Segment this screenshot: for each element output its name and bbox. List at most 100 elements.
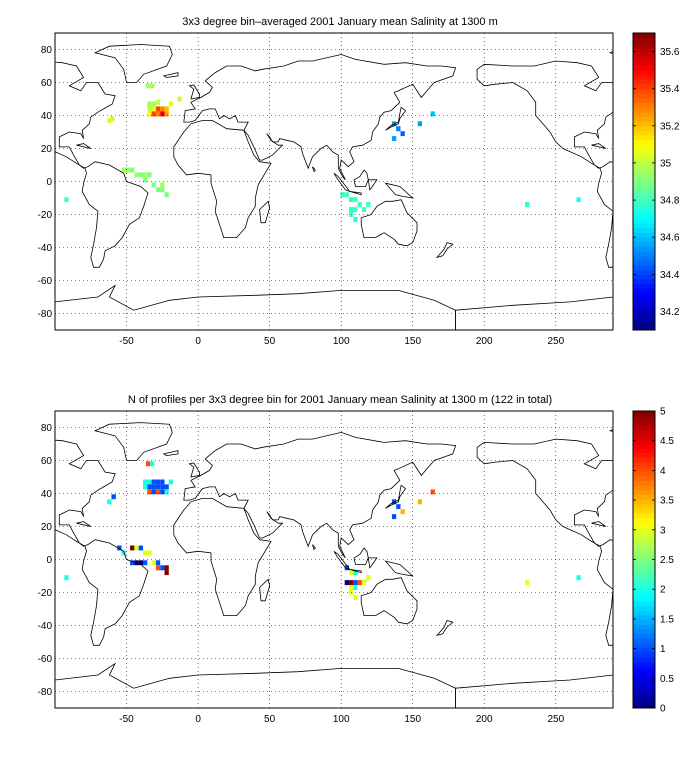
coastline-path — [333, 550, 351, 571]
colorbar-segment — [633, 513, 655, 519]
x-tick-label: 250 — [547, 336, 564, 347]
y-tick-label: 40 — [41, 489, 53, 500]
bin-cell — [147, 172, 152, 178]
bin-cell — [160, 484, 165, 490]
bin-cell — [138, 560, 143, 566]
colorbar-segment — [633, 624, 655, 630]
bin-cell — [155, 560, 161, 566]
colorbar-segment — [633, 661, 655, 667]
profile-count-cells — [64, 461, 581, 600]
y-tick-label: -20 — [38, 210, 53, 221]
colorbar-segment — [633, 457, 655, 463]
colorbar-segment — [633, 97, 655, 104]
colorbar-segment — [633, 237, 655, 243]
coastline-path — [689, 121, 696, 238]
coastline-path — [76, 143, 92, 149]
colorbar-segment — [633, 462, 655, 468]
coastline-path — [55, 284, 456, 330]
coastline-path — [353, 169, 369, 187]
colorbar-segment — [633, 186, 655, 192]
coastline-path — [385, 106, 407, 131]
bin-cell — [147, 550, 152, 556]
colorbar-segment — [633, 42, 655, 48]
colorbar-segment — [633, 540, 655, 546]
colorbar-segment — [633, 190, 655, 196]
y-tick-label: -80 — [38, 687, 53, 698]
colorbar-tick-label: 35 — [660, 158, 672, 169]
colorbar-segment — [633, 527, 655, 533]
bin-cell — [130, 167, 135, 173]
bin-cell — [151, 479, 156, 485]
salinity-cells — [64, 83, 581, 222]
bin-cell — [361, 207, 367, 212]
coastline-path — [385, 484, 407, 509]
colorbar-segment — [633, 573, 655, 579]
bin-cell — [160, 182, 165, 188]
colorbar-segment — [633, 559, 655, 565]
colorbar-segment — [633, 176, 655, 182]
bin-cell — [391, 514, 397, 520]
colorbar-segment — [633, 564, 655, 570]
x-tick-label: 0 — [195, 336, 201, 347]
coastline-path — [591, 521, 607, 527]
bin-cell — [349, 207, 354, 212]
colorbar-segment — [633, 33, 655, 39]
bin-cell — [134, 172, 139, 178]
colorbar-tick-label: 2 — [660, 585, 666, 596]
colorbar-segment — [633, 471, 655, 477]
x-tick-label: 100 — [333, 336, 350, 347]
bin-cell — [177, 96, 182, 102]
colorbar-segment — [633, 452, 655, 458]
colorbar-segment — [633, 587, 655, 593]
colorbar-segment — [633, 694, 655, 700]
colorbar-segment — [633, 84, 655, 90]
colorbar-tick-label: 0 — [660, 704, 666, 715]
bin-cell — [147, 111, 152, 117]
bin-cell — [353, 207, 358, 212]
bin-cell — [138, 172, 143, 178]
coastline-path — [367, 179, 378, 191]
y-tick-label: 20 — [41, 522, 53, 533]
colorbar-segment — [633, 297, 655, 303]
colorbar-segment — [633, 480, 655, 486]
y-tick-label: -20 — [38, 588, 53, 599]
colorbar-segment — [633, 121, 655, 127]
bin-cell — [145, 461, 151, 467]
colorbar-segment — [633, 232, 655, 238]
colorbar-segment — [633, 209, 655, 215]
y-tick-label: -60 — [38, 654, 53, 665]
y-tick-label: -40 — [38, 621, 53, 632]
colorbar-segment — [633, 652, 655, 658]
colorbar-segment — [633, 619, 655, 625]
bin-cell — [361, 580, 367, 586]
coastline-path — [259, 200, 271, 224]
bin-cell — [143, 560, 148, 566]
bin-cell — [400, 131, 405, 137]
colorbar-segment — [633, 550, 655, 556]
colorbar-segment — [633, 494, 655, 500]
colorbar-segment — [633, 116, 655, 122]
colorbar-segment — [633, 605, 655, 611]
colorbar-segment — [633, 46, 655, 52]
bin-cell — [121, 167, 126, 173]
colorbar-segment — [633, 485, 655, 491]
bin-cell — [125, 167, 131, 173]
colorbar-segment — [633, 167, 655, 173]
x-tick-label: 200 — [476, 714, 493, 725]
bin-cell — [155, 99, 161, 105]
bin-cell — [155, 479, 161, 485]
bin-cell — [349, 585, 354, 590]
colorbar-segment — [633, 65, 655, 71]
coastline-path — [435, 620, 454, 637]
bin-cell — [138, 545, 143, 551]
coastline-path — [55, 439, 149, 646]
coastline-path — [360, 577, 418, 625]
colorbar-segment — [633, 241, 655, 247]
x-tick-label: 200 — [476, 336, 493, 347]
colorbar-segment — [633, 246, 655, 252]
bin-cell — [155, 484, 161, 490]
bin-cell — [155, 565, 161, 571]
colorbar-segment — [633, 424, 655, 430]
colorbar-segment — [633, 610, 655, 616]
colorbar-segment — [633, 139, 655, 145]
